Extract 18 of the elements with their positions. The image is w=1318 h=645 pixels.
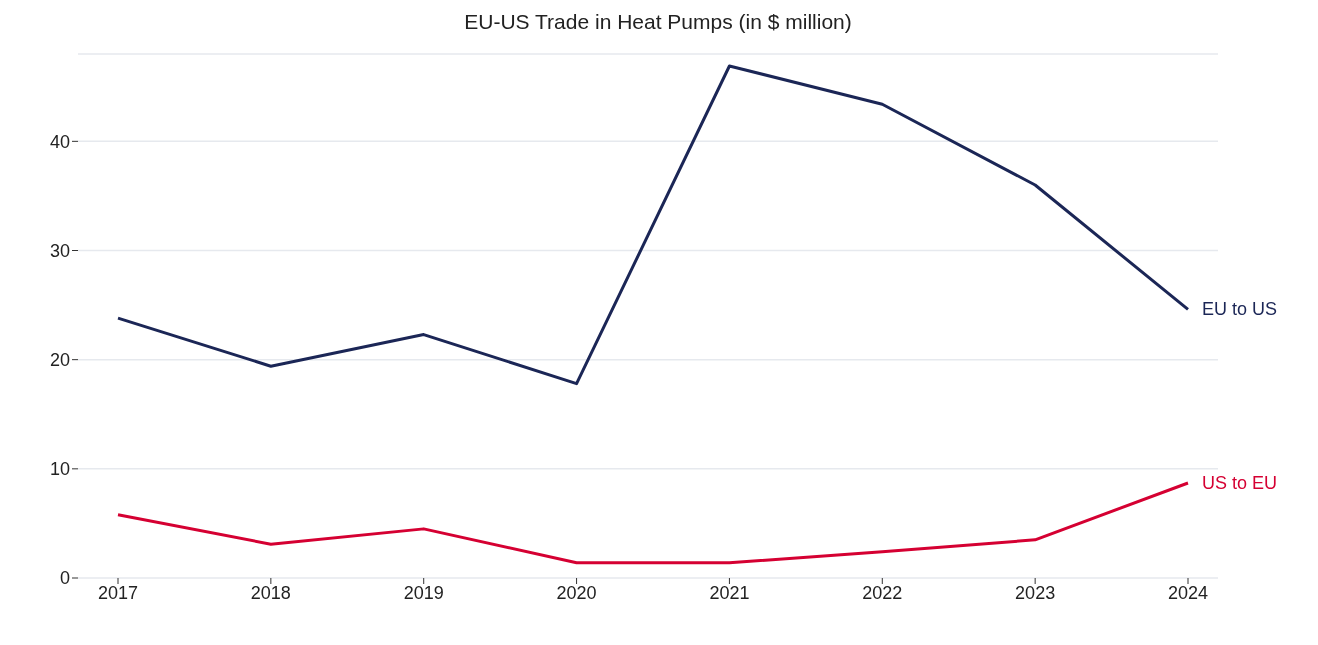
y-tick-label: 40 (49, 131, 70, 152)
x-tick-label: 2023 (1015, 582, 1056, 603)
y-tick-label: 10 (49, 459, 70, 480)
series-label: US to EU (1202, 473, 1278, 494)
y-tick-label: 0 (59, 568, 70, 589)
chart-title: EU-US Trade in Heat Pumps (in $ million) (463, 10, 853, 34)
x-tick-label: 2022 (862, 582, 903, 603)
x-tick-label: 2024 (1167, 582, 1209, 603)
y-tick-label: 30 (49, 240, 70, 261)
y-tick-label: 20 (49, 350, 70, 371)
x-tick-label: 2019 (403, 582, 444, 603)
line-series (116, 481, 1190, 565)
x-tick-label: 2017 (97, 582, 139, 603)
x-tick-label: 2020 (556, 582, 597, 603)
x-tick-label: 2021 (709, 582, 750, 603)
x-tick-label: 2018 (250, 582, 291, 603)
series-label: EU to US (1202, 299, 1278, 320)
line-series (116, 64, 1190, 386)
